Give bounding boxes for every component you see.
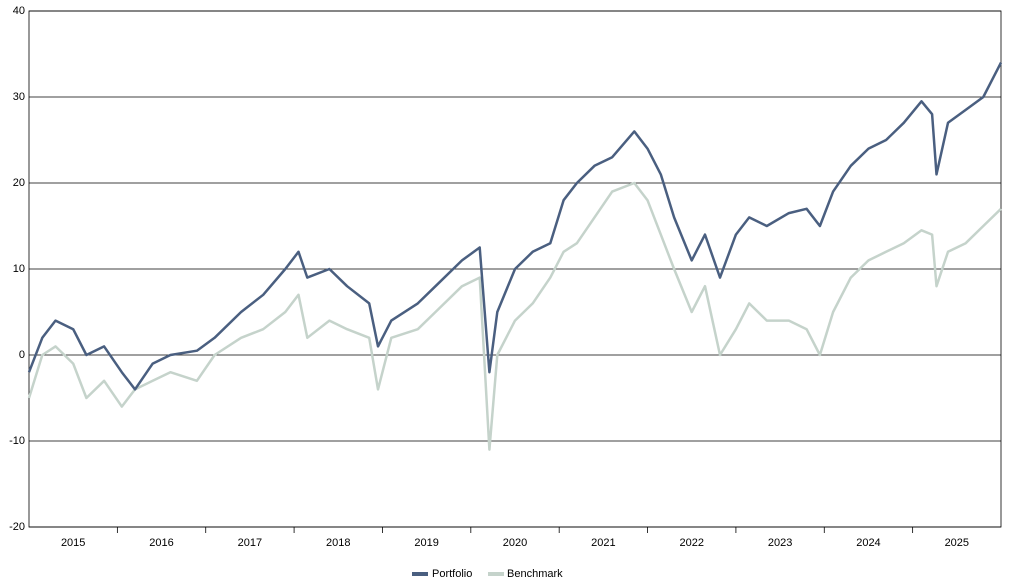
x-tick-label: 2022 xyxy=(679,537,703,549)
plot-frame xyxy=(28,10,1002,528)
legend-label: Benchmark xyxy=(507,568,563,580)
y-tick-label: 20 xyxy=(13,177,25,189)
legend-label: Portfolio xyxy=(432,568,472,580)
x-tick-label: 2020 xyxy=(503,537,527,549)
x-tick-label: 2018 xyxy=(326,537,350,549)
x-tick-label: 2025 xyxy=(945,537,969,549)
x-tick-label: 2017 xyxy=(238,537,262,549)
x-tick-label: 2016 xyxy=(149,537,173,549)
x-tick-label: 2021 xyxy=(591,537,615,549)
x-tick-label: 2015 xyxy=(61,537,85,549)
x-tick-label: 2019 xyxy=(414,537,438,549)
y-tick-label: 30 xyxy=(13,91,25,103)
y-tick-label: 10 xyxy=(13,263,25,275)
series-line xyxy=(27,62,1003,391)
x-tick-label: 2024 xyxy=(856,537,880,549)
x-tick-label: 2023 xyxy=(768,537,792,549)
series-line xyxy=(27,181,1002,451)
y-tick-label: -10 xyxy=(9,435,25,447)
y-tick-label: 0 xyxy=(19,349,25,361)
y-tick-label: 40 xyxy=(13,5,25,17)
y-tick-label: -20 xyxy=(9,521,25,533)
